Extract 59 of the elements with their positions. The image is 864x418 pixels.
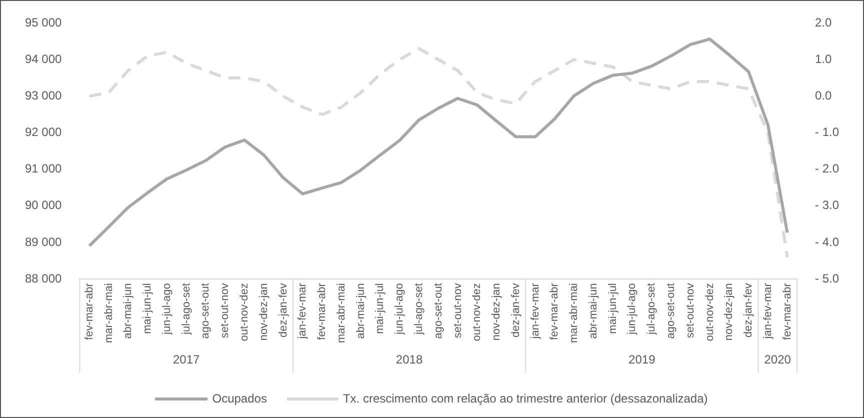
x-tick-label: nov-dez-jan bbox=[258, 283, 270, 341]
text: 2020 bbox=[764, 352, 792, 366]
x-tick-label: jan-fev-mar bbox=[296, 282, 309, 340]
y2-tick-label: - 1.0 bbox=[814, 125, 840, 140]
x-tick-label: set-out-nov bbox=[452, 282, 464, 338]
x-tick-label: jun-jul-ago bbox=[160, 283, 173, 336]
x-tick-label: jun-jul-ago bbox=[394, 283, 406, 336]
x-tick-label: mai-jun-jul bbox=[374, 283, 386, 334]
x-tick-label: fev-mar-abr bbox=[316, 282, 328, 340]
y2-tick-label: 1.0 bbox=[814, 52, 832, 66]
y-tick-label: 88 000 bbox=[25, 271, 62, 286]
text: 2018 bbox=[396, 352, 423, 366]
x-tick-label: jan-fev-mar bbox=[529, 282, 542, 340]
x-tick-label: fev-mar-abr bbox=[781, 282, 794, 340]
x-tick-label: nov-dez-jan bbox=[490, 283, 503, 341]
x-tick-label: jul-ago-set bbox=[646, 283, 658, 336]
y-tick-label: 94 000 bbox=[25, 52, 62, 66]
y-tick-label: 92 000 bbox=[25, 125, 62, 140]
x-tick-label: jul-ago-set bbox=[180, 283, 192, 336]
x-tick-label: nov-dez-jan bbox=[723, 283, 736, 341]
y-tick-label: 95 000 bbox=[25, 15, 62, 30]
x-tick-label: fev-mar-abr bbox=[83, 282, 96, 340]
x-tick-label: out-nov-dez bbox=[238, 283, 251, 342]
x-tick-label: out-nov-dez bbox=[704, 283, 716, 342]
x-tick-label: ago-set-out bbox=[200, 283, 212, 339]
x-tick-label: mar-abr-mai bbox=[102, 283, 115, 344]
y-tick-label: 90 000 bbox=[25, 198, 62, 212]
x-tick-label: jan-fev-mar bbox=[762, 282, 774, 340]
x-tick-label: abr-mai-jun bbox=[122, 283, 134, 339]
x-tick-label: jul-ago-set bbox=[412, 283, 425, 336]
x-tick-label: mar-abr-mai bbox=[568, 283, 580, 344]
x-tick-label: mai-jun-jul bbox=[142, 283, 154, 334]
y2-tick-label: - 2.0 bbox=[814, 162, 840, 176]
x-tick-label: dez-jan-fev bbox=[510, 282, 522, 338]
x-tick-label: ago-set-out bbox=[665, 283, 678, 339]
y-tick-label: 89 000 bbox=[25, 234, 62, 249]
y2-tick-label: 2.0 bbox=[814, 15, 832, 30]
y2-tick-label: 0.0 bbox=[814, 88, 832, 102]
x-tick-label: dez-jan-fev bbox=[277, 282, 290, 338]
text: 2017 bbox=[172, 352, 200, 366]
x-tick-label: abr-mai-jun bbox=[587, 283, 600, 339]
y-tick-label: 93 000 bbox=[25, 88, 62, 102]
x-tick-label: dez-jan-fev bbox=[742, 282, 755, 338]
y2-tick-label: - 5.0 bbox=[814, 271, 840, 286]
x-tick-label: set-out-nov bbox=[219, 282, 232, 338]
x-tick-label: set-out-nov bbox=[684, 282, 696, 338]
y-tick-label: 91 000 bbox=[25, 162, 62, 176]
legend-label: Tx. crescimento com relação ao trimestre anterior (dessazonalizada) bbox=[342, 391, 708, 406]
x-tick-label: abr-mai-jun bbox=[354, 283, 367, 339]
legend-label: Ocupados bbox=[212, 391, 267, 406]
x-tick-label: fev-mar-abr bbox=[548, 282, 561, 340]
y2-tick-label: - 4.0 bbox=[814, 234, 840, 249]
x-tick-label: jun-jul-ago bbox=[626, 283, 638, 336]
x-tick-label: mai-jun-jul bbox=[606, 283, 619, 334]
x-tick-label: mar-abr-mai bbox=[335, 283, 348, 344]
x-tick-label: ago-set-out bbox=[432, 283, 444, 339]
text: 2019 bbox=[628, 352, 656, 366]
x-tick-label: out-nov-dez bbox=[471, 283, 484, 342]
y2-tick-label: - 3.0 bbox=[814, 198, 840, 212]
